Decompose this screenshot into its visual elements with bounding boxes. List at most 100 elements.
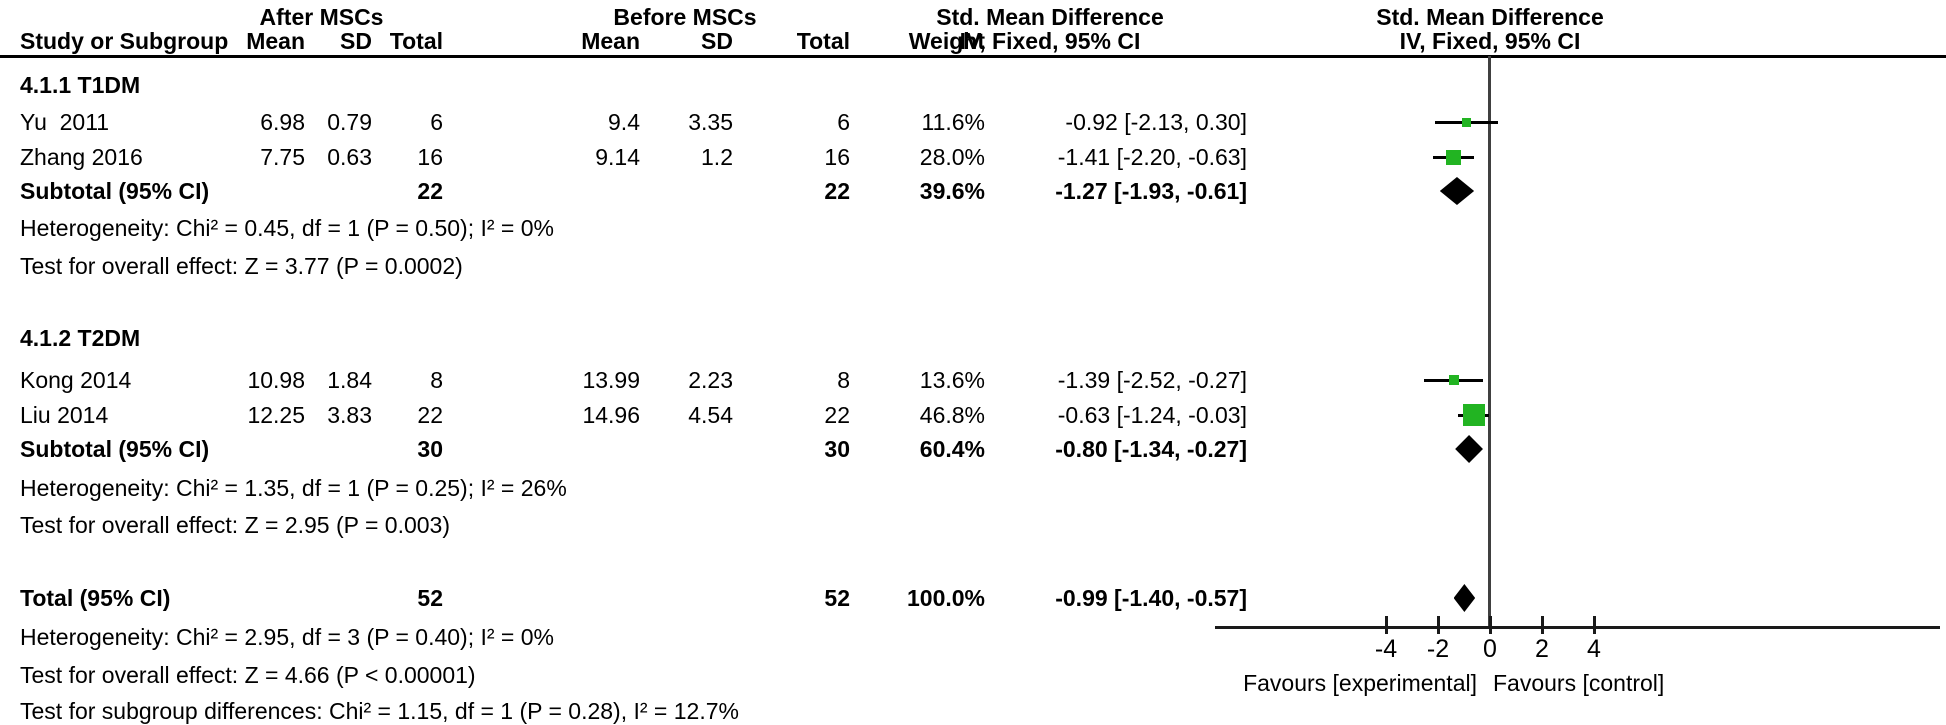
smd-ci-value: -1.39 [-2.52, -0.27] bbox=[1057, 367, 1247, 393]
total-after: 22 bbox=[417, 402, 443, 428]
header-mean-2: Mean bbox=[581, 28, 640, 54]
mean-before: 13.99 bbox=[582, 367, 640, 393]
weight-value: 28.0% bbox=[919, 144, 985, 170]
axis-tick bbox=[1488, 616, 1492, 634]
mean-before: 9.4 bbox=[608, 109, 640, 135]
overall-effect-text: Test for overall effect: Z = 4.66 (P < 0… bbox=[20, 662, 476, 688]
mean-after: 6.98 bbox=[260, 109, 305, 135]
total-after: 6 bbox=[430, 109, 443, 135]
axis-tick bbox=[1384, 616, 1388, 634]
axis-tick bbox=[1540, 616, 1544, 634]
overall-effect-line-total: Test for overall effect: Z = 4.66 (P < 0… bbox=[0, 658, 1946, 692]
axis-tick-label: 4 bbox=[1587, 635, 1601, 663]
total-after: 8 bbox=[430, 367, 443, 393]
heterogeneity-text: Heterogeneity: Chi² = 2.95, df = 3 (P = … bbox=[20, 624, 554, 650]
favours-control-label: Favours [control] bbox=[1493, 670, 1665, 696]
sd-after: 3.83 bbox=[327, 402, 372, 428]
study-name: Kong 2014 bbox=[20, 367, 132, 393]
total-before: 6 bbox=[837, 109, 850, 135]
effect-square bbox=[1445, 149, 1461, 165]
header-plot-title: Std. Mean Difference bbox=[1376, 4, 1604, 30]
axis-tick-label: -2 bbox=[1426, 635, 1450, 663]
header-group-before: Before MSCs bbox=[613, 4, 757, 30]
header-smd-title: Std. Mean Difference bbox=[936, 4, 1164, 30]
header-group-after: After MSCs bbox=[259, 4, 384, 30]
header-column-row: Study or Subgroup Mean SD Total Mean SD … bbox=[0, 24, 1946, 58]
sd-after: 1.84 bbox=[327, 367, 372, 393]
subgroup-title: 4.1.2 T2DM bbox=[20, 325, 141, 351]
study-name: Yu 2011 bbox=[20, 109, 110, 135]
sd-before: 2.23 bbox=[688, 367, 733, 393]
study-row-zhang-2016: Zhang 2016 7.75 0.63 16 9.14 1.2 16 28.0… bbox=[0, 140, 1946, 174]
header-mean-1: Mean bbox=[246, 28, 305, 54]
axis-tick-label: 2 bbox=[1535, 635, 1549, 663]
heterogeneity-text: Heterogeneity: Chi² = 0.45, df = 1 (P = … bbox=[20, 215, 554, 241]
weight-value: 11.6% bbox=[921, 109, 985, 135]
effect-square bbox=[1462, 404, 1485, 426]
heterogeneity-line-total: Heterogeneity: Chi² = 2.95, df = 3 (P = … bbox=[0, 620, 1946, 654]
heterogeneity-text: Heterogeneity: Chi² = 1.35, df = 1 (P = … bbox=[20, 475, 567, 501]
axis-tick bbox=[1592, 616, 1596, 634]
heterogeneity-line-t1dm: Heterogeneity: Chi² = 0.45, df = 1 (P = … bbox=[0, 211, 1946, 245]
study-row-yu-2011: Yu 2011 6.98 0.79 6 9.4 3.35 6 11.6% -0.… bbox=[0, 105, 1946, 139]
overall-effect-line-t2dm: Test for overall effect: Z = 2.95 (P = 0… bbox=[0, 508, 1946, 542]
subgroup-label-t1dm: 4.1.1 T1DM bbox=[0, 68, 1946, 102]
subtotal-smd-ci: -1.27 [-1.93, -0.61] bbox=[1055, 178, 1247, 204]
overall-effect-line-t1dm: Test for overall effect: Z = 3.77 (P = 0… bbox=[0, 249, 1946, 283]
weight-value: 13.6% bbox=[919, 367, 985, 393]
x-axis-line bbox=[1215, 626, 1940, 629]
sd-before: 1.2 bbox=[701, 144, 733, 170]
study-row-kong-2014: Kong 2014 10.98 1.84 8 13.99 2.23 8 13.6… bbox=[0, 363, 1946, 397]
header-sd-2: SD bbox=[701, 28, 733, 54]
mean-after: 12.25 bbox=[247, 402, 305, 428]
smd-ci-value: -0.63 [-1.24, -0.03] bbox=[1057, 402, 1247, 428]
subgroup-differences-text: Test for subgroup differences: Chi² = 1.… bbox=[20, 698, 739, 724]
weight-value: 46.8% bbox=[919, 402, 985, 428]
heterogeneity-line-t2dm: Heterogeneity: Chi² = 1.35, df = 1 (P = … bbox=[0, 471, 1946, 505]
axis-tick bbox=[1436, 616, 1440, 634]
study-row-liu-2014: Liu 2014 12.25 3.83 22 14.96 4.54 22 46.… bbox=[0, 398, 1946, 432]
header-study: Study or Subgroup bbox=[20, 28, 229, 54]
study-name: Liu 2014 bbox=[20, 402, 109, 428]
header-weight: Weight bbox=[908, 28, 985, 54]
smd-ci-value: -1.41 [-2.20, -0.63] bbox=[1057, 144, 1247, 170]
total-n-after: 52 bbox=[417, 585, 443, 611]
subtotal-n-before: 22 bbox=[824, 178, 850, 204]
header-underline bbox=[0, 55, 1946, 58]
zero-effect-line bbox=[1488, 56, 1491, 629]
subtotal-diamond bbox=[1455, 435, 1483, 463]
subtotal-weight: 39.6% bbox=[919, 178, 985, 204]
axis-tick-label: -4 bbox=[1374, 635, 1398, 663]
total-smd-ci: -0.99 [-1.40, -0.57] bbox=[1055, 585, 1247, 611]
total-row: Total (95% CI) 52 52 100.0% -0.99 [-1.40… bbox=[0, 581, 1946, 615]
overall-effect-text: Test for overall effect: Z = 2.95 (P = 0… bbox=[20, 512, 450, 538]
total-before: 16 bbox=[824, 144, 850, 170]
sd-before: 3.35 bbox=[688, 109, 733, 135]
header-sd-1: SD bbox=[340, 28, 372, 54]
total-label: Total (95% CI) bbox=[20, 585, 171, 611]
subtotal-label: Subtotal (95% CI) bbox=[20, 178, 210, 204]
overall-effect-text: Test for overall effect: Z = 3.77 (P = 0… bbox=[20, 253, 463, 279]
subtotal-n-after: 30 bbox=[417, 436, 443, 462]
subtotal-label: Subtotal (95% CI) bbox=[20, 436, 210, 462]
subtotal-n-before: 30 bbox=[824, 436, 850, 462]
effect-square bbox=[1448, 375, 1459, 385]
subtotal-n-after: 22 bbox=[417, 178, 443, 204]
mean-before: 14.96 bbox=[582, 402, 640, 428]
subgroup-label-t2dm: 4.1.2 T2DM bbox=[0, 321, 1946, 355]
header-group-row: After MSCs Before MSCs Std. Mean Differe… bbox=[0, 0, 1946, 34]
subgroup-title: 4.1.1 T1DM bbox=[20, 72, 141, 98]
study-name: Zhang 2016 bbox=[20, 144, 143, 170]
subtotal-weight: 60.4% bbox=[919, 436, 985, 462]
total-n-before: 52 bbox=[824, 585, 850, 611]
sd-after: 0.79 bbox=[327, 109, 372, 135]
total-diamond bbox=[1453, 584, 1476, 612]
mean-after: 7.75 bbox=[260, 144, 305, 170]
sd-after: 0.63 bbox=[327, 144, 372, 170]
subgroup-differences-line: Test for subgroup differences: Chi² = 1.… bbox=[0, 694, 1946, 725]
subtotal-row-t1dm: Subtotal (95% CI) 22 22 39.6% -1.27 [-1.… bbox=[0, 174, 1946, 208]
header-total-2: Total bbox=[796, 28, 850, 54]
mean-before: 9.14 bbox=[595, 144, 640, 170]
total-before: 22 bbox=[824, 402, 850, 428]
